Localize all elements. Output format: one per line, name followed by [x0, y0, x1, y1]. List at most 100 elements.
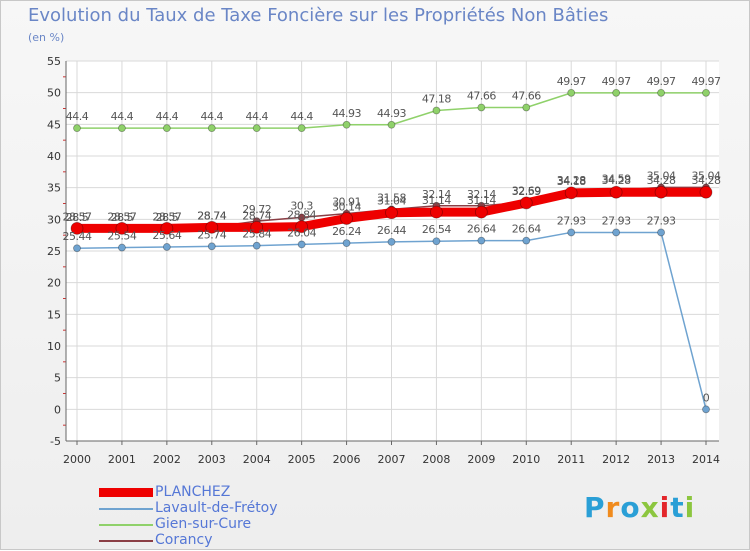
data-label-gien-sur-cure: 44.93 [377, 107, 406, 120]
data-label-gien-sur-cure: 49.97 [602, 75, 631, 88]
data-point-planchez [564, 186, 578, 200]
data-label-planchez: 28.57 [63, 210, 92, 223]
data-label-planchez: 31.04 [377, 195, 406, 208]
legend-label: Corancy [155, 532, 213, 548]
x-tick-label: 2000 [63, 453, 91, 466]
data-label-corancy: 35.04 [647, 169, 676, 182]
data-point-planchez [250, 220, 264, 234]
data-label-gien-sur-cure: 44.4 [245, 110, 268, 123]
data-label-lavault-de-fr-toy: 26.64 [467, 223, 496, 236]
y-tick-label: -5 [50, 435, 61, 448]
data-label-gien-sur-cure: 44.4 [156, 110, 179, 123]
data-point-gien-sur-cure [162, 124, 171, 133]
data-point-gien-sur-cure [657, 88, 665, 97]
y-tick-label: 50 [47, 87, 61, 100]
data-label-corancy: 32.14 [467, 188, 496, 201]
data-label-lavault-de-fr-toy: 27.93 [647, 214, 676, 227]
y-tick-label: 0 [54, 403, 61, 416]
data-label-corancy: 32.69 [512, 184, 541, 197]
y-tick-label: 15 [47, 308, 61, 321]
data-point-planchez [609, 185, 623, 199]
data-label-corancy: 35.04 [692, 169, 721, 182]
data-point-planchez [70, 221, 84, 235]
x-tick-label: 2011 [557, 453, 585, 466]
legend-swatch [99, 508, 153, 510]
data-label-lavault-de-fr-toy: 26.64 [512, 223, 541, 236]
data-label-planchez: 31.14 [467, 194, 496, 207]
data-label-lavault-de-fr-toy: 25.44 [63, 230, 92, 243]
legend-label: Lavault-de-Frétoy [155, 500, 278, 516]
data-label-planchez: 30.14 [332, 200, 361, 213]
x-tick-label: 2013 [647, 453, 675, 466]
data-label-corancy: 28.5 [111, 211, 134, 224]
data-label-gien-sur-cure: 49.97 [692, 75, 721, 88]
data-point-planchez [160, 221, 174, 235]
data-label-gien-sur-cure: 44.4 [201, 110, 224, 123]
data-point-planchez [340, 212, 353, 225]
data-label-planchez: 34.28 [692, 174, 721, 187]
data-label-gien-sur-cure: 44.4 [111, 110, 134, 123]
data-point-lavault-de-fr-toy [567, 228, 576, 237]
data-point-planchez [430, 205, 443, 219]
data-point-lavault-de-fr-toy [162, 243, 171, 251]
data-label-corancy: 34.28 [557, 174, 586, 187]
data-label-lavault-de-fr-toy: 27.93 [557, 214, 586, 227]
data-point-gien-sur-cure [73, 124, 81, 133]
proxiti-logo: Proxiti [584, 491, 695, 524]
data-point-lavault-de-fr-toy [297, 240, 306, 249]
data-label-planchez: 28.57 [152, 210, 181, 223]
data-label-lavault-de-fr-toy: 26.44 [377, 224, 406, 237]
data-label-planchez: 28.74 [197, 209, 226, 222]
data-point-gien-sur-cure [118, 124, 126, 133]
y-tick-label: 45 [47, 118, 61, 131]
chart-title: Evolution du Taux de Taxe Foncière sur l… [28, 5, 609, 26]
data-point-gien-sur-cure [387, 120, 396, 129]
logo-letter: i [684, 491, 696, 524]
data-label-corancy: 30.3 [290, 199, 313, 212]
data-label-corancy: 28.5 [66, 211, 89, 224]
data-label-planchez: 32.59 [512, 185, 541, 198]
data-point-lavault-de-fr-toy [207, 242, 216, 251]
data-point-planchez [205, 220, 219, 234]
data-point-lavault-de-fr-toy [118, 243, 126, 252]
data-point-gien-sur-cure [207, 124, 216, 133]
data-point-planchez [385, 206, 398, 220]
data-label-corancy: 28.5 [156, 211, 179, 224]
data-label-lavault-de-fr-toy: 27.93 [602, 214, 631, 227]
data-point-planchez [474, 205, 488, 219]
data-label-corancy: 29.72 [242, 203, 271, 216]
data-point-lavault-de-fr-toy [73, 244, 81, 253]
data-label-lavault-de-fr-toy: 25.84 [242, 228, 271, 241]
data-label-gien-sur-cure: 49.97 [647, 75, 676, 88]
data-point-lavault-de-fr-toy [387, 237, 396, 246]
data-label-lavault-de-fr-toy: 26.04 [287, 226, 316, 239]
data-point-gien-sur-cure [612, 88, 621, 97]
data-point-planchez [699, 185, 713, 199]
legend-swatch [99, 524, 153, 526]
data-label-lavault-de-fr-toy: 25.54 [107, 230, 136, 243]
y-tick-label: 20 [47, 277, 61, 290]
data-label-corancy: 34.59 [602, 172, 631, 185]
data-point-lavault-de-fr-toy [252, 241, 261, 250]
y-axis-unit: (en %) [28, 31, 65, 44]
data-label-gien-sur-cure: 44.4 [290, 110, 313, 123]
y-tick-label: 40 [47, 150, 61, 163]
data-label-planchez: 34.18 [557, 175, 586, 188]
legend-swatch [99, 540, 153, 542]
logo-letter: o [620, 491, 641, 524]
logo-letter: r [605, 491, 621, 524]
x-tick-label: 2006 [333, 453, 361, 466]
x-tick-label: 2008 [422, 453, 450, 466]
y-tick-label: 55 [47, 55, 61, 68]
data-label-gien-sur-cure: 47.66 [512, 89, 541, 102]
legend-swatch [99, 488, 153, 497]
y-tick-label: 25 [47, 245, 61, 258]
data-point-lavault-de-fr-toy [432, 237, 441, 246]
data-label-corancy: 31.58 [377, 191, 406, 204]
data-label-planchez: 31.14 [422, 194, 451, 207]
data-point-gien-sur-cure [342, 120, 351, 129]
data-point-lavault-de-fr-toy [612, 228, 621, 237]
data-label-gien-sur-cure: 44.93 [332, 107, 361, 120]
data-label-planchez: 34.28 [602, 174, 631, 187]
